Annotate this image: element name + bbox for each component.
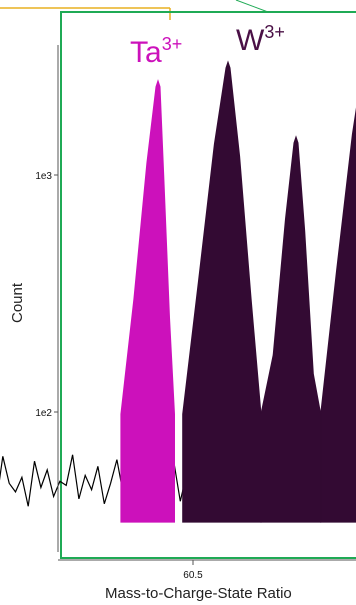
- peak-3: [260, 135, 322, 523]
- w-label: W3+: [236, 22, 285, 57]
- ta-label: Ta3+: [130, 34, 182, 69]
- y-ticks: 1e2 1e3: [35, 171, 58, 419]
- peak-2: [182, 60, 262, 523]
- x-ticks: 59.560.561.5: [183, 560, 203, 581]
- x-tick-label-1: 60.5: [183, 570, 203, 581]
- callout-arrow-w: [235, 0, 269, 13]
- ion-labels: Ta3+ W3+: [130, 22, 285, 69]
- peak-1: [120, 79, 175, 523]
- plot-frame: [60, 11, 356, 559]
- peak-4: [320, 107, 356, 523]
- y-axis-label: Count: [9, 282, 26, 323]
- peak-series: [120, 60, 356, 523]
- y-tick-label-1: 1e3: [35, 171, 52, 182]
- x-axis-label: Mass-to-Charge-State Ratio: [105, 585, 292, 602]
- y-tick-label-0: 1e2: [35, 408, 52, 419]
